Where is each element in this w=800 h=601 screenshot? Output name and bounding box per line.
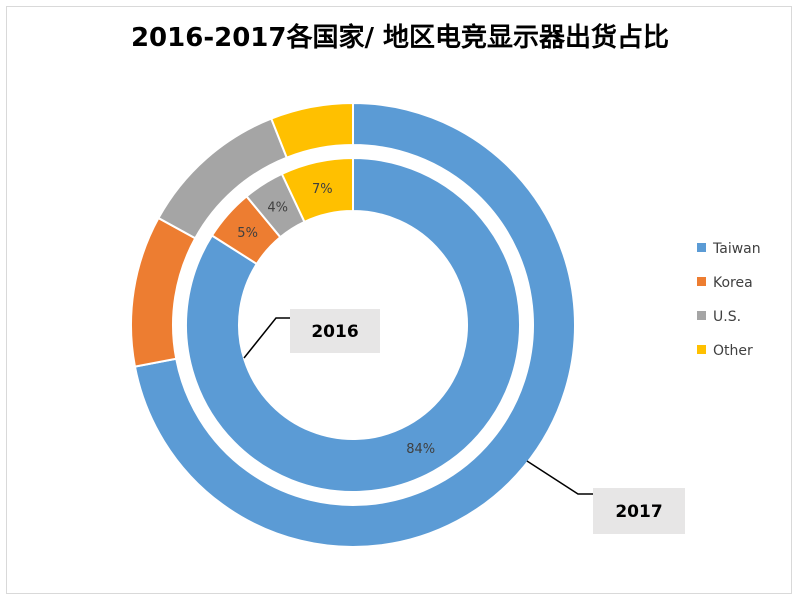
- callouts: 2016 2017: [243, 309, 685, 534]
- callout-box-2017: [593, 488, 685, 534]
- chart-title: 2016-2017各国家/ 地区电竞显示器出货占比: [131, 22, 669, 53]
- slice-2016-other: [280, 156, 354, 224]
- callout-line-2016: [243, 317, 290, 359]
- slice-2017-korea: [130, 216, 197, 368]
- callout-line-2017: [526, 460, 593, 495]
- slice-2017-other: [269, 101, 354, 159]
- legend-swatch-us: [697, 311, 706, 320]
- legend-label-korea: Korea: [713, 275, 753, 291]
- data-label-2016-2: 4%: [267, 200, 288, 215]
- chart-frame: [6, 6, 792, 594]
- callout-label-2017: 2017: [615, 502, 662, 522]
- legend-label-other: Other: [713, 343, 753, 359]
- data-label-2016-1: 5%: [237, 226, 258, 241]
- rings: [130, 101, 576, 548]
- legend-swatch-korea: [697, 277, 706, 286]
- slice-2016-taiwan: [185, 156, 521, 493]
- legend-label-taiwan: Taiwan: [712, 241, 761, 257]
- legend: Taiwan Korea U.S. Other: [697, 241, 761, 359]
- data-label-2016-3: 7%: [312, 182, 333, 197]
- data-label-2016-0: 84%: [406, 442, 435, 457]
- legend-swatch-taiwan: [697, 243, 706, 252]
- slice-2017-taiwan: [133, 101, 576, 548]
- legend-label-us: U.S.: [713, 309, 741, 325]
- legend-swatch-other: [697, 345, 706, 354]
- callout-box-2016: [290, 309, 380, 353]
- callout-label-2016: 2016: [311, 322, 358, 342]
- data-labels: 84% 5% 4% 7%: [237, 182, 435, 457]
